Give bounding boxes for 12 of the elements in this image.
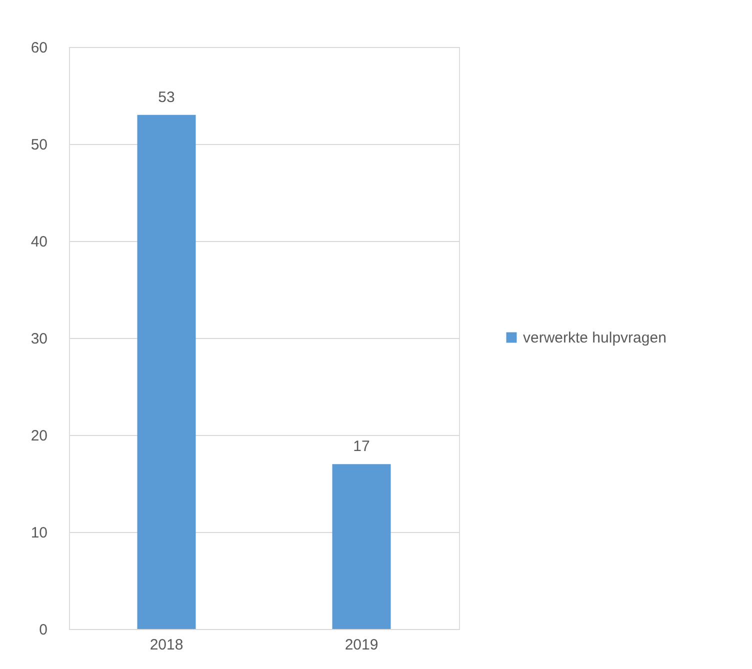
x-tick-label: 2019 — [344, 636, 378, 654]
y-tick-label: 50 — [30, 136, 48, 154]
y-tick-label: 60 — [30, 40, 48, 56]
data-label: 17 — [353, 438, 370, 456]
y-tick-label: 10 — [30, 524, 48, 542]
legend-label: verwerkte hulpvragen — [523, 330, 666, 346]
y-tick-label: 0 — [39, 622, 48, 638]
x-tick-label: 2018 — [150, 636, 184, 654]
y-tick-label: 40 — [30, 234, 48, 250]
data-label: 53 — [158, 88, 175, 106]
y-tick-label: 30 — [30, 330, 48, 348]
y-tick-label: 20 — [30, 428, 48, 444]
